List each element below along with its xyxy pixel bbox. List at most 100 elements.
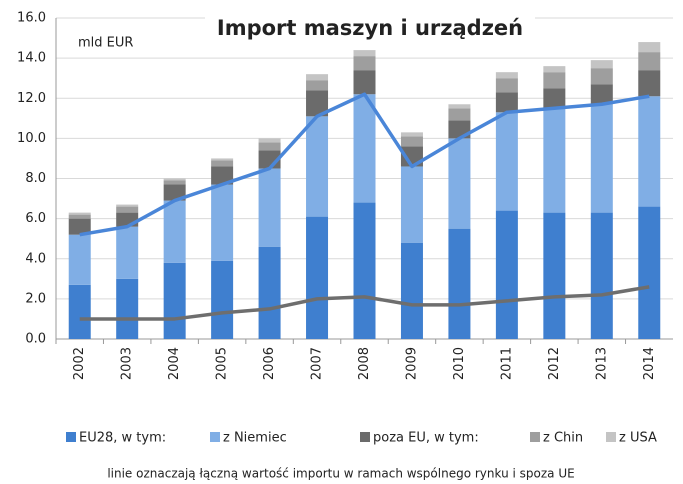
bar-segment — [68, 212, 91, 215]
bar-segment — [306, 80, 329, 91]
bar-segment — [306, 116, 329, 217]
bar-segment — [163, 184, 186, 201]
y-tick-label: 8.0 — [25, 171, 46, 186]
bar-segment — [448, 138, 471, 229]
bar-segment — [638, 206, 661, 339]
x-tick-label: 2002 — [72, 347, 87, 380]
bar-segment — [211, 184, 234, 261]
bar-segment — [353, 202, 376, 339]
bar-segment — [590, 212, 613, 339]
x-tick-label: 2003 — [120, 347, 135, 380]
legend-swatch — [360, 432, 370, 442]
bar-segment — [495, 112, 518, 211]
bar-segment — [448, 108, 471, 121]
bar-segment — [353, 70, 376, 95]
y-tick-label: 2.0 — [25, 291, 46, 306]
x-tick-label: 2011 — [499, 347, 514, 380]
x-tick-label: 2013 — [594, 347, 609, 380]
x-tick-label: 2009 — [404, 347, 419, 380]
bar-segment — [163, 262, 186, 339]
bar-segment — [543, 72, 566, 89]
bar-segment — [163, 178, 186, 181]
x-tick-label: 2006 — [262, 347, 277, 380]
bar-segment — [306, 74, 329, 81]
legend-swatch — [66, 432, 76, 442]
legend-label: poza EU, w tym: — [373, 431, 479, 446]
bar-segment — [353, 94, 376, 203]
y-tick-label: 4.0 — [25, 251, 46, 266]
bar-segment — [495, 72, 518, 79]
x-tick-label: 2010 — [452, 347, 467, 380]
bar-segment — [68, 234, 91, 285]
bar-segment — [590, 104, 613, 213]
bar-segment — [543, 108, 566, 213]
bar-segment — [306, 90, 329, 117]
y-tick-label: 6.0 — [25, 211, 46, 226]
bar-segment — [543, 88, 566, 109]
legend-label: z USA — [619, 431, 657, 446]
bar-segment — [211, 160, 234, 167]
bar-segment — [116, 206, 139, 213]
x-tick-label: 2014 — [642, 347, 657, 380]
bar-segment — [495, 78, 518, 93]
bar-segment — [163, 180, 186, 185]
bar-segment — [68, 284, 91, 339]
title-background — [205, 12, 535, 46]
legend-swatch — [210, 432, 220, 442]
unit-label: mld EUR — [78, 36, 133, 51]
bar-segment — [400, 242, 423, 339]
bar-segment — [543, 212, 566, 339]
legend-swatch — [606, 432, 616, 442]
bar-segment — [68, 214, 91, 219]
bar-segment — [590, 60, 613, 69]
bar-segment — [400, 132, 423, 137]
y-tick-label: 14.0 — [17, 51, 46, 66]
bar-segment — [495, 92, 518, 113]
bar-segment — [211, 158, 234, 161]
total-line — [79, 285, 650, 321]
bar-segment — [495, 210, 518, 339]
y-tick-label: 0.0 — [25, 332, 46, 347]
bar-segment — [590, 68, 613, 85]
note: linie oznaczają łączną wartość importu w… — [107, 467, 574, 481]
y-tick-label: 10.0 — [17, 131, 46, 146]
bar-segment — [258, 142, 281, 151]
x-tick-label: 2012 — [547, 347, 562, 380]
bar-segment — [258, 138, 281, 143]
bar-segment — [211, 260, 234, 339]
bar-segment — [116, 278, 139, 339]
bar-segment — [543, 66, 566, 73]
x-tick-label: 2005 — [215, 347, 230, 380]
bar-segment — [448, 228, 471, 339]
bar-segment — [211, 166, 234, 185]
bar-segment — [163, 200, 186, 263]
bar-segment — [116, 204, 139, 207]
bar-segment — [638, 70, 661, 97]
total-line — [79, 92, 650, 237]
legend-label: z Chin — [543, 431, 583, 446]
plot-area: 0.0 2.0 4.0 6.0 8.0 10.0 12.0 14.0 16.0 2002 2003 2… — [17, 11, 673, 380]
bar-segment — [353, 56, 376, 71]
y-tick-label: 12.0 — [17, 91, 46, 106]
x-tick-label: 2008 — [357, 347, 372, 380]
x-tick-label: 2007 — [310, 347, 325, 380]
bar-segment — [116, 212, 139, 227]
bar-segment — [258, 168, 281, 247]
chart-title: Import maszyn i urządzeń — [217, 16, 523, 40]
bar-segment — [638, 42, 661, 53]
bar-segment — [68, 218, 91, 235]
bar-segment — [448, 104, 471, 109]
legend-label: EU28, w tym: — [79, 431, 166, 446]
bar-segment — [258, 246, 281, 339]
bar-segment — [590, 84, 613, 105]
bar-segment — [306, 216, 329, 339]
legend-swatch — [530, 432, 540, 442]
bar-segment — [353, 50, 376, 57]
bar-segment — [400, 136, 423, 147]
legend-label: z Niemiec — [223, 431, 287, 446]
bar-segment — [638, 52, 661, 71]
bar-segment — [638, 96, 661, 207]
y-tick-label: 16.0 — [17, 11, 46, 26]
bar-segment — [400, 166, 423, 243]
